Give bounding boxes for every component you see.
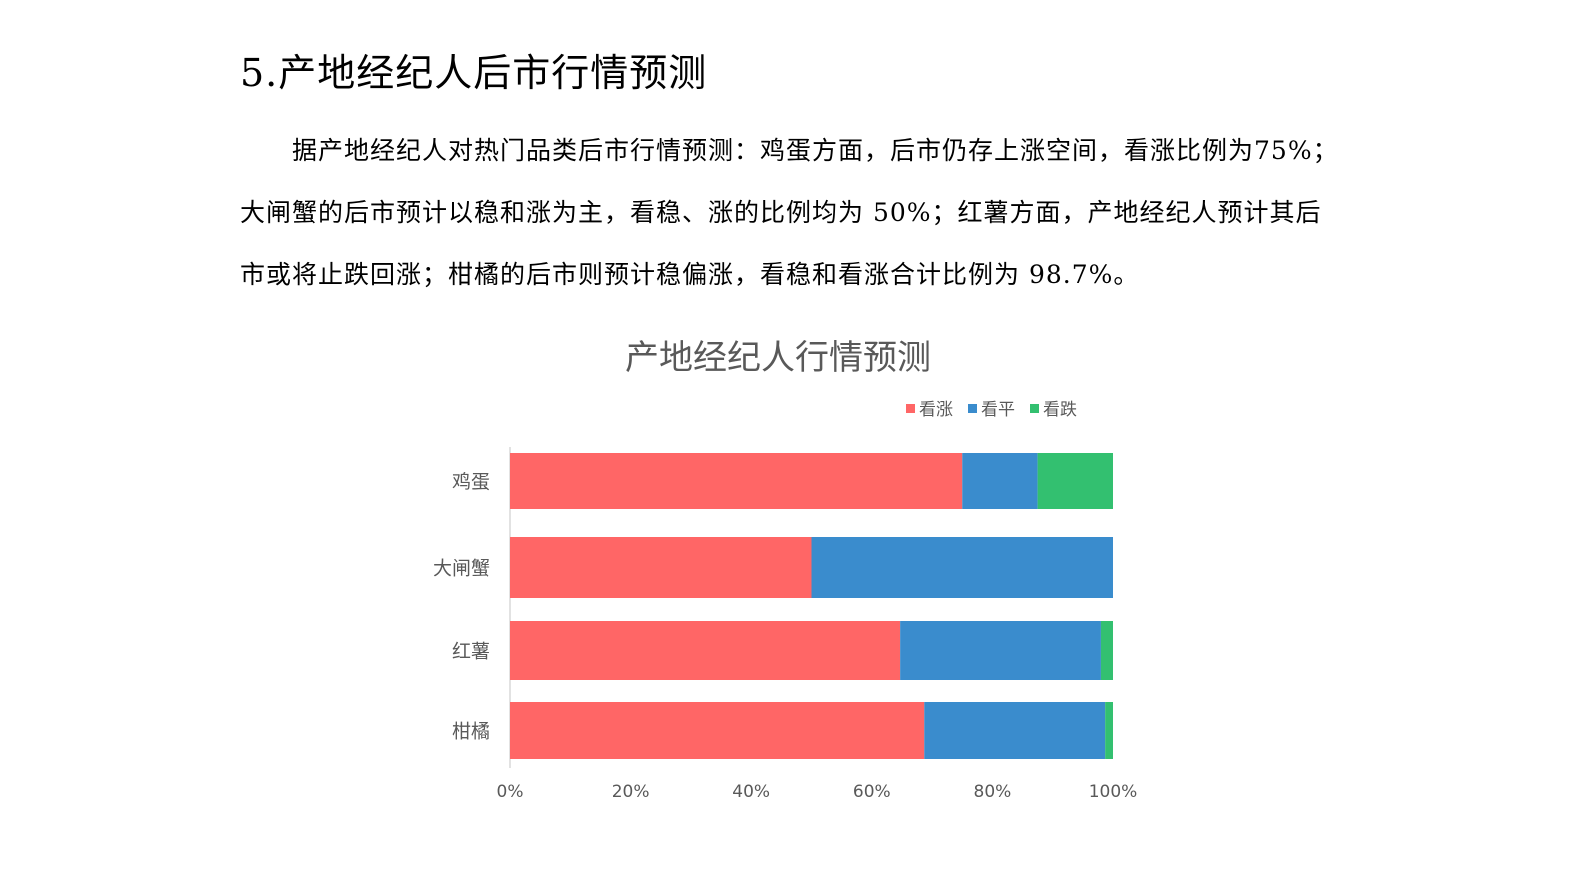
bar-group (510, 453, 1113, 759)
legend-label: 看涨 (919, 400, 953, 420)
x-tick-labels: 0% 20% 40% 60% 80% 100% (497, 782, 1138, 802)
bar-segment (811, 537, 1113, 598)
x-tick-label: 80% (974, 782, 1012, 802)
legend-label: 看平 (981, 400, 1015, 420)
bar-segment (510, 702, 925, 759)
legend-swatch (1030, 404, 1039, 413)
legend-swatch (968, 404, 977, 413)
bar-segment (1100, 621, 1113, 680)
section-heading: 5.产地经纪人后市行情预测 (240, 51, 708, 95)
category-label: 柑橘 (452, 721, 490, 743)
x-tick-label: 100% (1089, 782, 1138, 802)
bar-segment (510, 621, 901, 680)
chart-title: 产地经纪人行情预测 (625, 338, 931, 378)
bar-segment (924, 702, 1106, 759)
bar-segment (1037, 453, 1113, 509)
x-tick-label: 20% (612, 782, 650, 802)
x-tick-label: 0% (497, 782, 524, 802)
chart-legend: 看涨 看平 看跌 (906, 400, 1077, 420)
body-paragraph: 据产地经纪人对热门品类后市行情预测：鸡蛋方面，后市仍存上涨空间，看涨比例为75%… (240, 136, 1339, 289)
x-tick-label: 60% (853, 782, 891, 802)
bar-segment (510, 537, 812, 598)
legend-swatch (906, 404, 915, 413)
legend-label: 看跌 (1043, 400, 1077, 420)
bar-segment (962, 453, 1038, 509)
category-label: 鸡蛋 (452, 471, 490, 493)
category-label: 大闸蟹 (433, 558, 490, 580)
category-label: 红薯 (452, 641, 490, 663)
bar-segment (1105, 702, 1113, 759)
bar-segment (900, 621, 1101, 680)
bar-segment (510, 453, 963, 509)
x-tick-label: 40% (732, 782, 770, 802)
